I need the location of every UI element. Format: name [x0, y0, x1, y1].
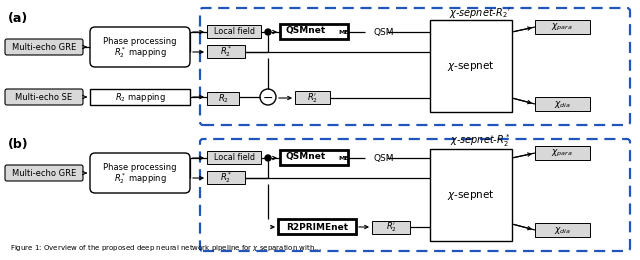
Text: $\chi_{dia}$: $\chi_{dia}$ [554, 224, 570, 236]
Text: Phase processing: Phase processing [103, 162, 177, 172]
Bar [430, 149, 512, 241]
Text: $R_2^*$: $R_2^*$ [220, 171, 232, 185]
Text: QSMnet: QSMnet [286, 27, 326, 36]
Bar [295, 91, 330, 104]
Bar [280, 24, 348, 39]
Text: $\chi$-sepnet: $\chi$-sepnet [447, 59, 495, 73]
Bar [207, 171, 245, 184]
Text: $\chi$-sepnet-$R_2$$^{\prime}$: $\chi$-sepnet-$R_2$$^{\prime}$ [449, 6, 511, 20]
Bar [535, 223, 590, 237]
Bar [207, 25, 261, 38]
Circle shape [265, 29, 271, 35]
Text: $R_2'$: $R_2'$ [307, 91, 317, 105]
Text: Multi-echo GRE: Multi-echo GRE [12, 42, 76, 51]
Text: ME: ME [338, 30, 349, 36]
FancyBboxPatch shape [90, 153, 190, 193]
Bar [372, 221, 410, 234]
Bar [535, 146, 590, 160]
Bar [280, 150, 348, 165]
Text: ME: ME [338, 157, 349, 161]
Circle shape [260, 89, 276, 105]
Bar [207, 151, 261, 164]
Text: $R_2'$: $R_2'$ [385, 220, 397, 234]
Text: QSM: QSM [374, 28, 394, 36]
Text: (a): (a) [8, 12, 28, 25]
Text: R2PRIMEnet: R2PRIMEnet [286, 223, 348, 231]
FancyBboxPatch shape [5, 39, 83, 55]
Bar [90, 89, 190, 105]
Text: Local field: Local field [214, 28, 255, 36]
Text: $R_2$: $R_2$ [218, 93, 228, 105]
Text: Multi-echo SE: Multi-echo SE [15, 93, 72, 101]
Text: $R_2^*$ mapping: $R_2^*$ mapping [113, 46, 166, 60]
Bar [207, 92, 239, 105]
Text: $-$: $-$ [262, 90, 273, 103]
Text: Figure 1: Overview of the proposed deep neural network pipeline for $\chi$ separ: Figure 1: Overview of the proposed deep … [10, 243, 321, 253]
Text: QSMnet: QSMnet [286, 153, 326, 161]
Bar [207, 45, 245, 58]
Text: Phase processing: Phase processing [103, 36, 177, 46]
Text: $\chi_{para}$: $\chi_{para}$ [551, 147, 573, 159]
Text: $\chi_{dia}$: $\chi_{dia}$ [554, 99, 570, 109]
Text: $\chi$-sepnet: $\chi$-sepnet [447, 188, 495, 202]
Circle shape [265, 155, 271, 161]
Text: Multi-echo GRE: Multi-echo GRE [12, 168, 76, 178]
Text: $\chi_{para}$: $\chi_{para}$ [551, 21, 573, 32]
FancyBboxPatch shape [90, 27, 190, 67]
Text: QSM: QSM [374, 153, 394, 162]
Bar [430, 20, 512, 112]
Text: $R_2$ mapping: $R_2$ mapping [115, 90, 165, 103]
Text: $R_2^*$: $R_2^*$ [220, 44, 232, 60]
FancyBboxPatch shape [5, 165, 83, 181]
Bar [278, 219, 356, 234]
Text: Local field: Local field [214, 153, 255, 162]
Text: $\chi$-sepnet-$R_2^*$: $\chi$-sepnet-$R_2^*$ [450, 132, 510, 149]
Bar [535, 20, 590, 34]
Text: (b): (b) [8, 138, 29, 151]
FancyBboxPatch shape [5, 89, 83, 105]
Bar [535, 97, 590, 111]
Text: $R_2^*$ mapping: $R_2^*$ mapping [113, 172, 166, 186]
